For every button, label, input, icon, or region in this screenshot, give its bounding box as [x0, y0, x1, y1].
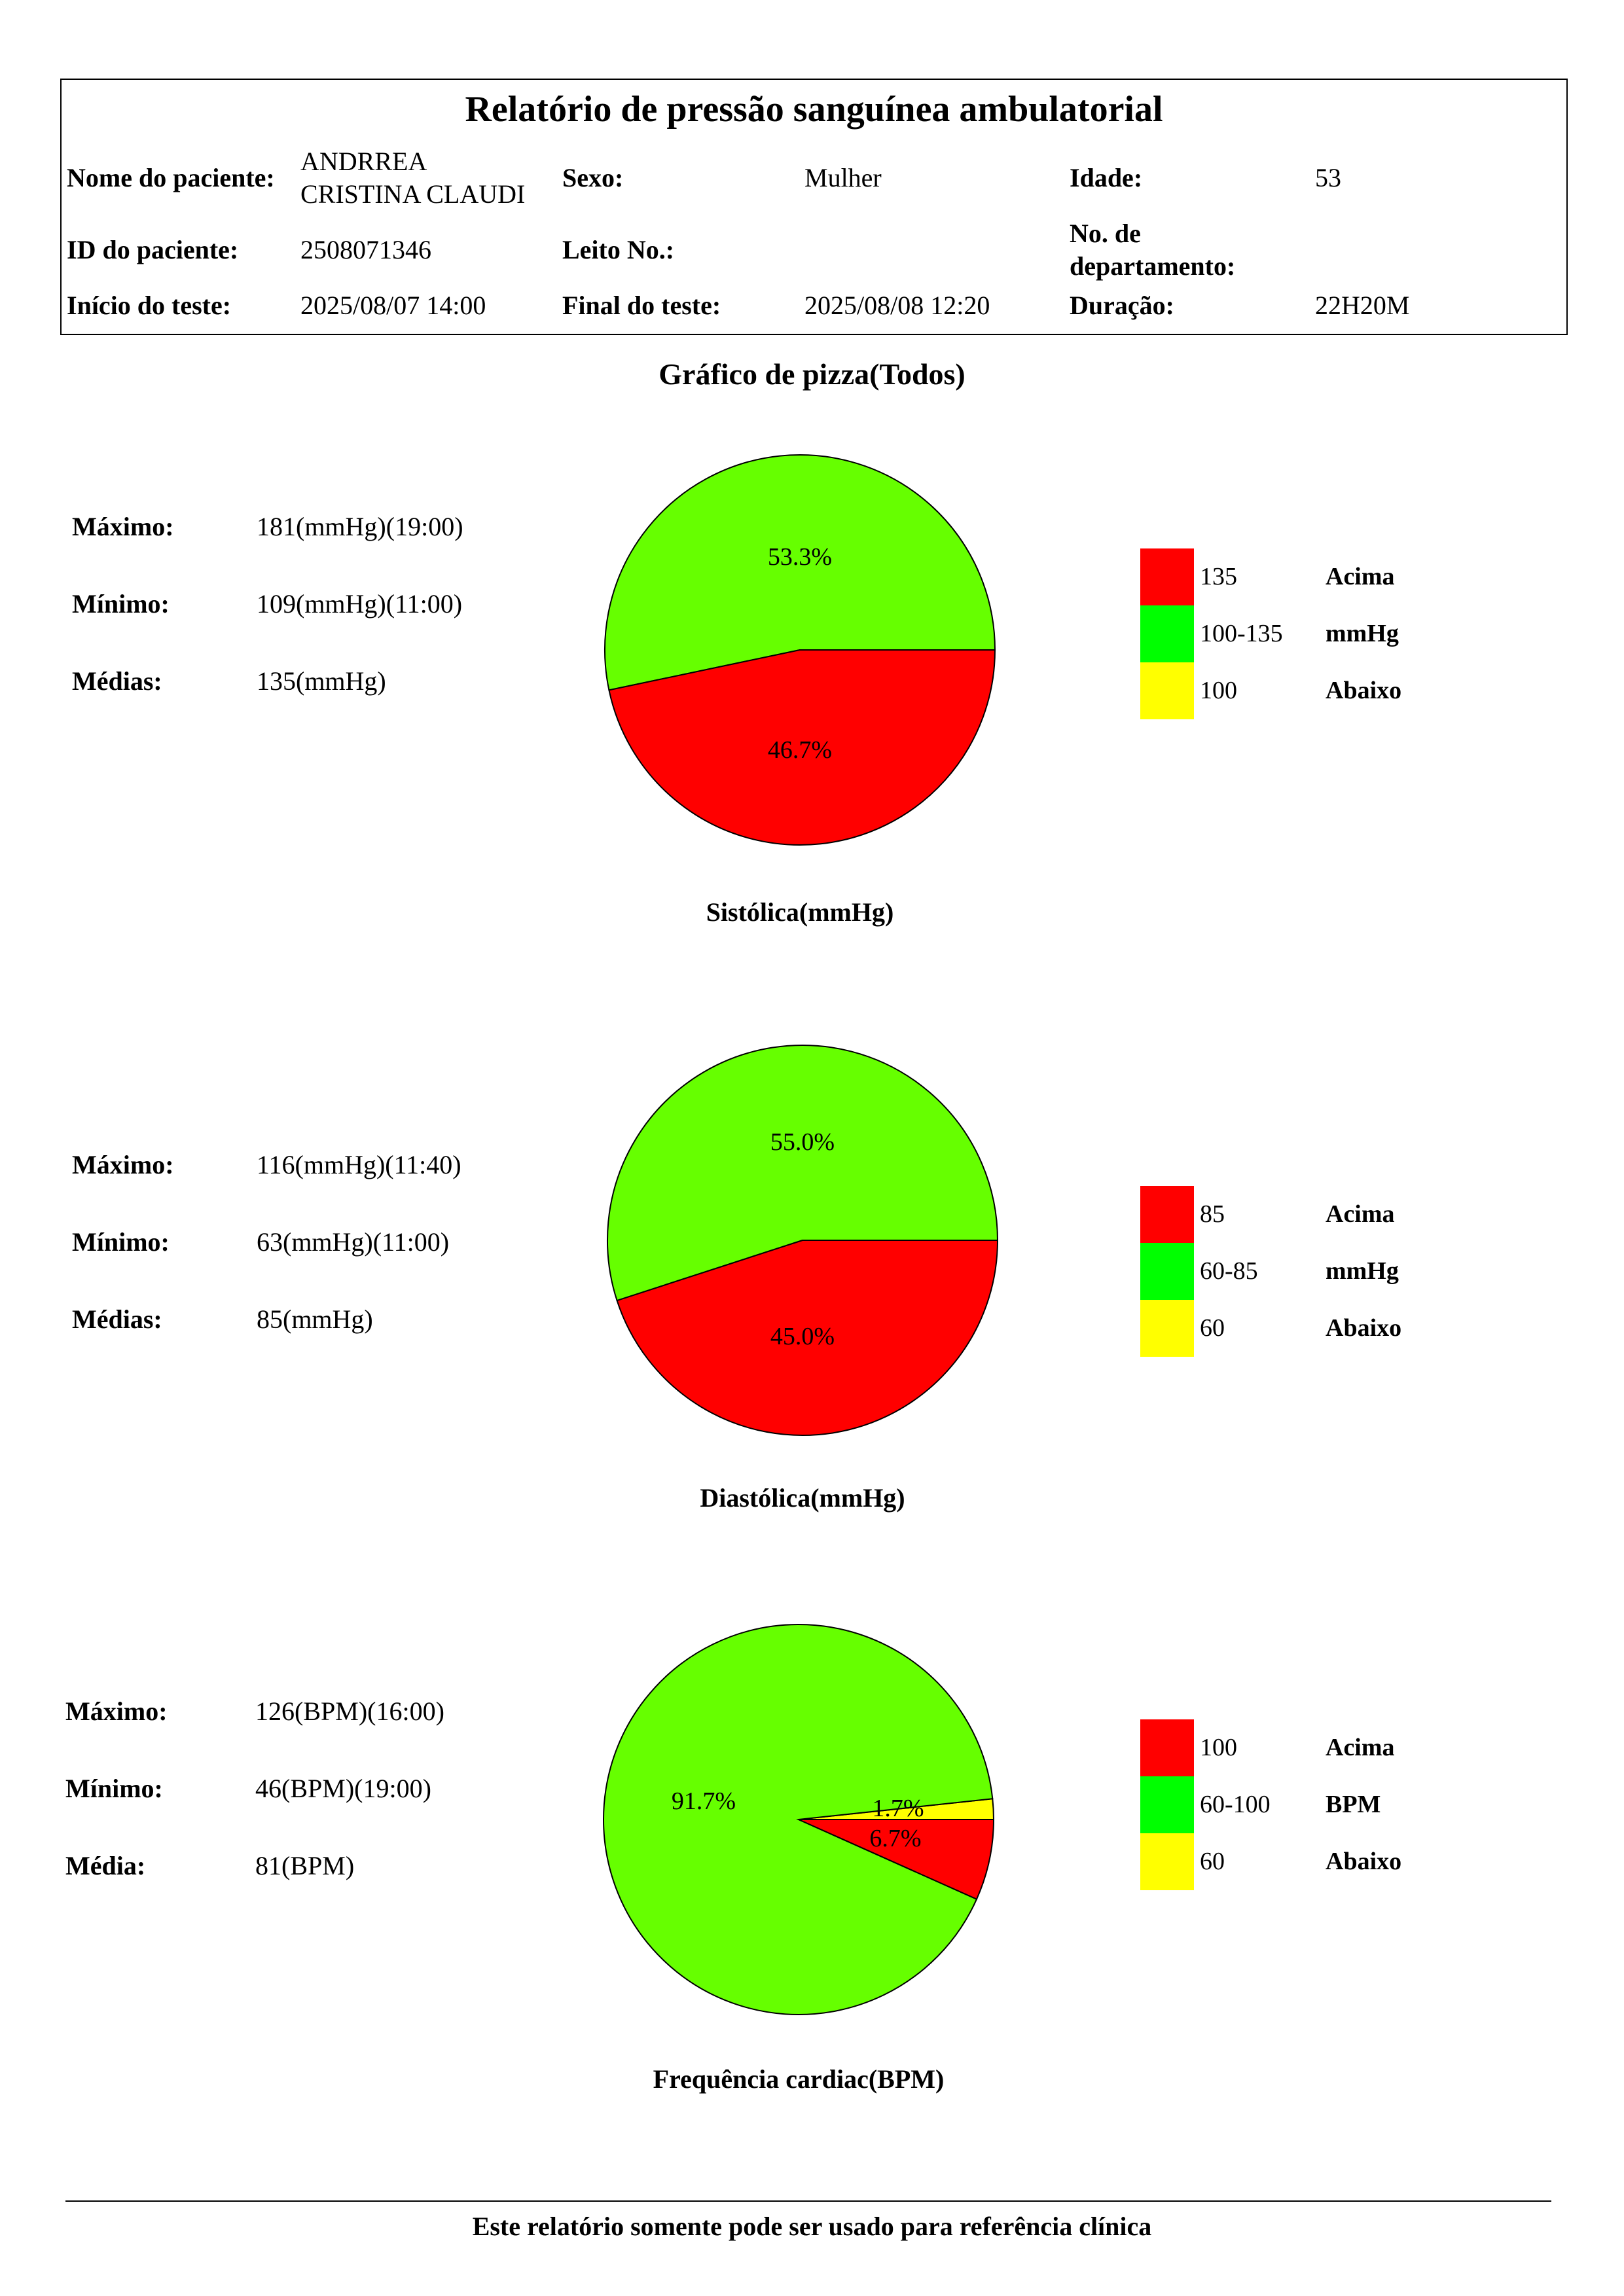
pie-slice [616, 1240, 999, 1436]
slice-label: 53.3% [768, 543, 832, 571]
legend-value: 100 [1200, 677, 1237, 704]
legend-label: Abaixo [1326, 677, 1402, 704]
slice-label: 6.7% [869, 1825, 921, 1852]
info-value: 53 [1315, 163, 1341, 192]
legend-value: 135 [1200, 563, 1237, 590]
pie-slice [607, 1045, 999, 1302]
slice-label: 91.7% [672, 1787, 736, 1815]
stat-label: Médias: [72, 1304, 162, 1334]
stat-value: 81(BPM) [255, 1851, 355, 1880]
stat-label: Mínimo: [72, 1227, 170, 1257]
legend-label: Acima [1326, 1734, 1395, 1761]
stat-label: Mínimo: [72, 589, 170, 619]
legend-label: Abaixo [1326, 1314, 1402, 1342]
legend-swatch [1140, 1776, 1194, 1833]
legend-label: Abaixo [1326, 1848, 1402, 1875]
stat-value: 109(mmHg)(11:00) [257, 589, 463, 619]
slice-label: 55.0% [770, 1128, 835, 1156]
info-label: Sexo: [562, 163, 624, 192]
legend-swatch [1140, 1243, 1194, 1300]
page-title: Gráfico de pizza(Todos) [659, 357, 965, 391]
legend-label: BPM [1326, 1791, 1381, 1818]
legend-swatch [1140, 1300, 1194, 1357]
legend-swatch [1140, 1719, 1194, 1776]
info-label: Início do teste: [67, 291, 232, 320]
legend-swatch [1140, 1186, 1194, 1243]
pie-slice [604, 454, 996, 691]
stat-label: Máximo: [72, 1150, 174, 1179]
pie-chart: 1.7% 91.7% 6.7% [603, 1624, 995, 2015]
footer-note: Este relatório somente pode ser usado pa… [472, 2212, 1152, 2241]
legend-value: 100 [1200, 1734, 1237, 1761]
pie-chart: 53.3% 46.7% [604, 454, 996, 846]
stat-value: 63(mmHg)(11:00) [257, 1227, 450, 1257]
legend-swatch [1140, 548, 1194, 605]
chart-title: Frequência cardiac(BPM) [653, 2064, 945, 2094]
pie-slice [608, 649, 996, 846]
pie-slice [798, 1819, 995, 1900]
legend-swatch [1140, 605, 1194, 662]
info-value: 2508071346 [300, 235, 431, 264]
stat-value: 181(mmHg)(19:00) [257, 512, 463, 541]
stat-label: Mínimo: [65, 1774, 163, 1803]
info-label: Duração: [1070, 291, 1174, 320]
legend-value: 60-100 [1200, 1791, 1271, 1818]
stat-value: 135(mmHg) [257, 666, 386, 696]
legend-label: Acima [1326, 563, 1395, 590]
legend-label: mmHg [1326, 1257, 1399, 1285]
stat-value: 85(mmHg) [257, 1304, 373, 1334]
stat-value: 126(BPM)(16:00) [255, 1696, 444, 1726]
legend-label: mmHg [1326, 620, 1399, 647]
info-label: ID do paciente: [67, 235, 239, 264]
slice-label: 1.7% [872, 1795, 924, 1822]
stat-label: Máximo: [72, 512, 174, 541]
patient-info-box: Relatório de pressão sanguínea ambulator… [60, 79, 1568, 335]
stat-label: Máximo: [65, 1696, 168, 1726]
legend-value: 60-85 [1200, 1257, 1258, 1285]
legend-value: 60 [1200, 1848, 1225, 1875]
info-label: Final do teste: [562, 291, 721, 320]
stat-value: 46(BPM)(19:00) [255, 1774, 431, 1803]
info-label: Leito No.: [562, 235, 675, 264]
slice-label: 45.0% [770, 1323, 835, 1350]
info-value: 2025/08/08 12:20 [804, 291, 990, 320]
legend-swatch [1140, 1833, 1194, 1890]
stat-label: Médias: [72, 666, 162, 696]
legend-value: 85 [1200, 1200, 1225, 1228]
report-title: Relatório de pressão sanguínea ambulator… [465, 89, 1163, 130]
stat-value: 116(mmHg)(11:40) [257, 1150, 461, 1179]
info-value: 2025/08/07 14:00 [300, 291, 486, 320]
chart-title: Diastólica(mmHg) [700, 1483, 905, 1513]
info-label: No. de departamento: [1070, 219, 1236, 281]
legend-label: Acima [1326, 1200, 1395, 1228]
footer-divider [65, 2200, 1551, 2202]
chart-title: Sistólica(mmHg) [706, 897, 894, 927]
legend-value: 100-135 [1200, 620, 1283, 647]
pie-slice [603, 1624, 994, 2015]
info-value: ANDRREA CRISTINA CLAUDI [300, 147, 526, 209]
legend-swatch [1140, 662, 1194, 719]
info-value: Mulher [804, 163, 882, 192]
info-label: Idade: [1070, 163, 1143, 192]
pie-chart: 55.0% 45.0% [607, 1045, 999, 1436]
info-label: Nome do paciente: [67, 163, 275, 192]
slice-label: 46.7% [768, 736, 832, 764]
stat-label: Média: [65, 1851, 146, 1880]
info-value: 22H20M [1315, 291, 1410, 320]
legend-value: 60 [1200, 1314, 1225, 1342]
